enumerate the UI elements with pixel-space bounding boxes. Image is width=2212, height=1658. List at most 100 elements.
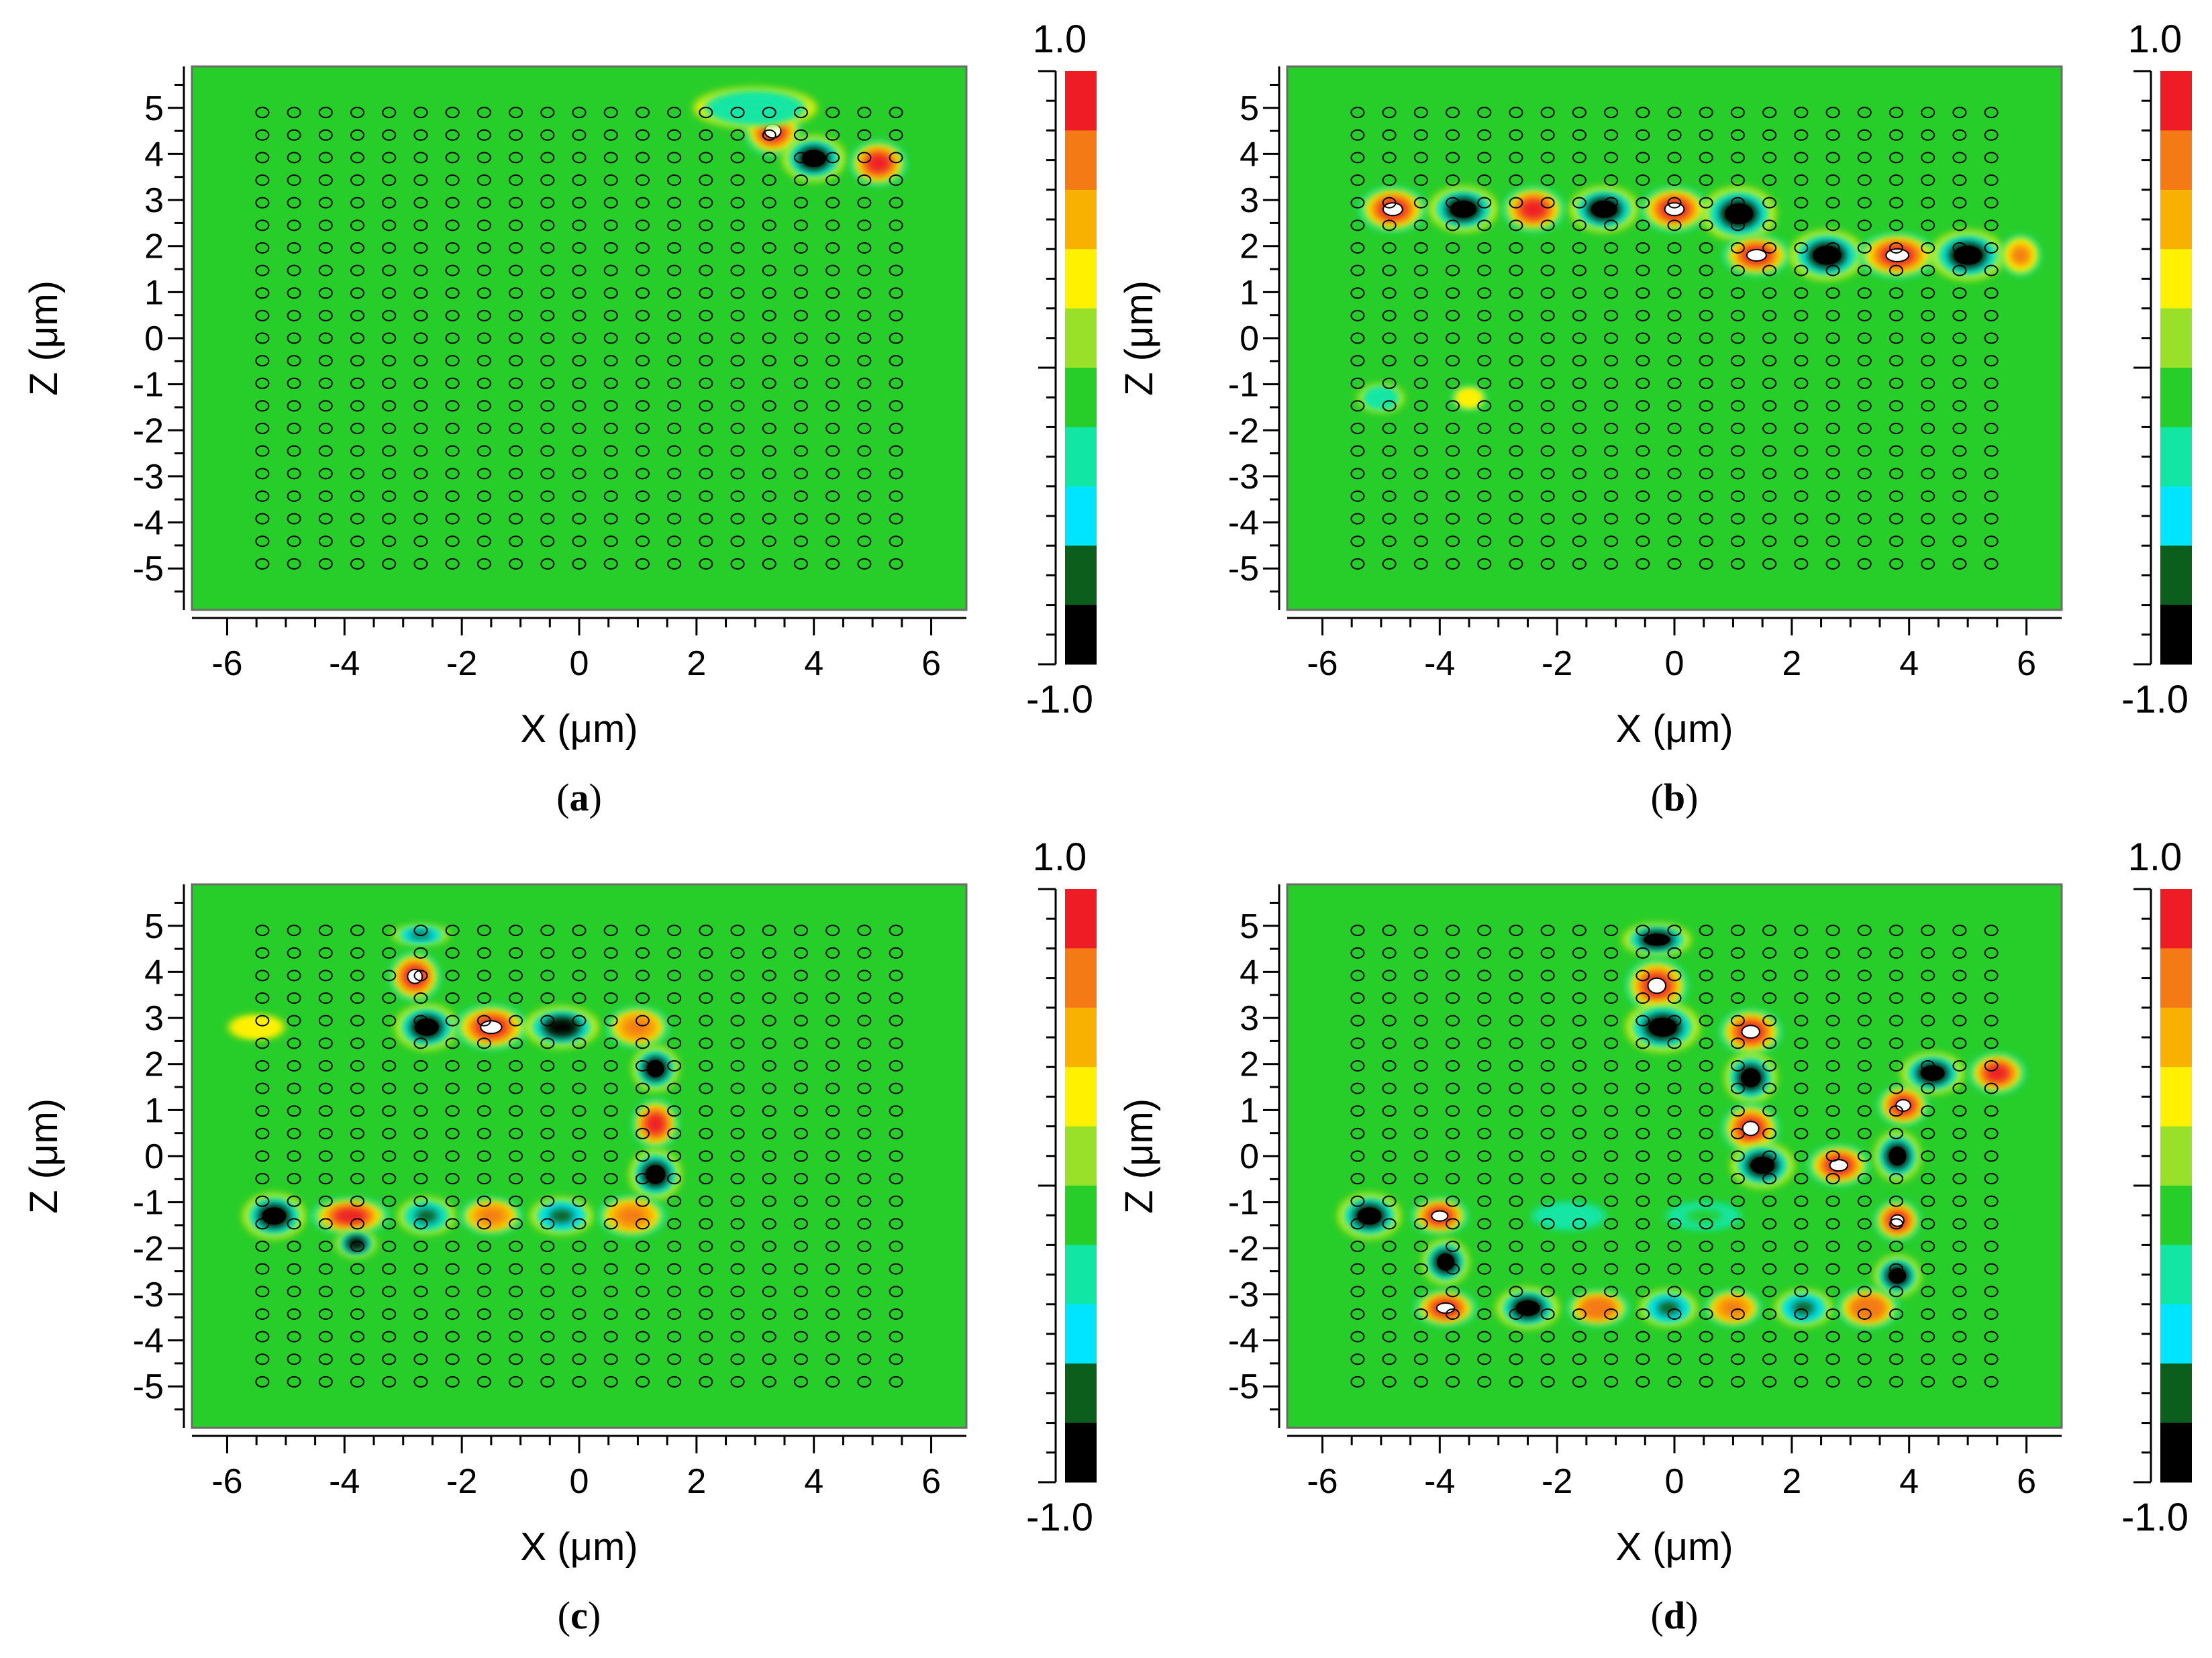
y-axis-title: Z (μm) [22, 1098, 66, 1214]
field-hotspot [1626, 1002, 1699, 1051]
x-tick-label: -4 [329, 644, 360, 683]
panel-caption: (c) [558, 1594, 601, 1637]
x-axis: -6 -4 -2 0 2 4 6 X (μm) [192, 1435, 966, 1569]
field-hotspot [1969, 1053, 2025, 1093]
x-tick-label: 6 [2017, 1462, 2036, 1501]
photonic-crystal-holes [1350, 107, 1999, 570]
y-tick-label: -2 [1228, 1229, 1259, 1268]
y-tick-label: 1 [144, 273, 164, 312]
field-hotspot [1878, 1086, 1929, 1125]
field-hotspot [1837, 1288, 1899, 1328]
x-tick-label: -6 [211, 1462, 242, 1501]
colorbar-segment [1065, 130, 1097, 191]
y-tick-label: 4 [144, 135, 164, 174]
colorbar-min-label: -1.0 [2121, 1496, 2189, 1539]
panel-a: -6 -4 -2 0 2 4 6 X (μm) 5 4 3 2 1 0 -1 -2 -3 -4 -5 Z (μm) 1.… [22, 17, 1097, 819]
colorbar-segment [2160, 308, 2192, 368]
y-tick-label: -5 [1228, 550, 1259, 588]
y-tick-label: -4 [1228, 1322, 1259, 1361]
y-tick-label: 2 [1240, 1045, 1259, 1084]
panel-caption: (d) [1651, 1594, 1699, 1637]
colorbar-segment [2160, 546, 2192, 606]
x-tick-label: -4 [1424, 1462, 1455, 1501]
y-tick-label: 1 [1240, 273, 1259, 312]
colorbar-min-label: -1.0 [2121, 678, 2189, 721]
x-tick-label: 0 [1665, 1462, 1685, 1501]
y-tick-label: -1 [133, 366, 164, 405]
colorbar-segment [2160, 71, 2192, 131]
plot-frame [1286, 65, 2063, 611]
panel-c: -6 -4 -2 0 2 4 6 X (μm) 5 4 3 2 1 0 -1 -2 -3 -4 -5 Z (μm) 1.… [22, 835, 1097, 1637]
field-hotspot [1623, 924, 1691, 955]
plot-frame [1286, 883, 2063, 1429]
x-tick-label: 4 [804, 1462, 823, 1501]
field-hotspot [1423, 1240, 1468, 1284]
y-tick-label: 0 [1240, 1137, 1259, 1176]
y-tick-label: 5 [144, 907, 164, 946]
field-hotspot [783, 136, 845, 180]
x-tick-label: -6 [1307, 644, 1338, 683]
x-tick-label: 2 [687, 644, 706, 683]
y-tick-label: 2 [144, 227, 164, 266]
x-tick-label: -2 [446, 644, 477, 683]
colorbar-segment [1065, 948, 1097, 1008]
field-hotspot [1359, 187, 1427, 231]
field-background [1287, 66, 2062, 610]
x-axis: -6 -4 -2 0 2 4 6 X (μm) [192, 617, 966, 751]
photonic-crystal-holes [255, 925, 903, 1388]
field-hotspot [228, 1016, 285, 1039]
field-hotspot [1723, 236, 1791, 275]
field-hotspot [1429, 187, 1497, 231]
y-tick-label: -5 [133, 1367, 164, 1406]
y-tick-label: -4 [133, 504, 164, 543]
y-tick-label: 3 [144, 999, 164, 1038]
colorbar-segment [2160, 1126, 2192, 1186]
colorbar-segment [1065, 1126, 1097, 1186]
x-tick-label: 2 [1782, 644, 1801, 683]
colorbar-segment [2160, 368, 2192, 427]
field-hotspot [454, 1005, 527, 1049]
x-axis-title: X (μm) [520, 1525, 638, 1569]
x-tick-label: 2 [1782, 1462, 1801, 1501]
photonic-crystal-holes [1350, 925, 1999, 1388]
panel-d: -6 -4 -2 0 2 4 6 X (μm) 5 4 3 2 1 0 -1 -2 -3 -4 -5 Z (μm) 1.… [1117, 835, 2192, 1637]
field-hotspot [1931, 231, 2005, 280]
x-tick-label: 0 [570, 644, 589, 683]
colorbar: 1.0 -1.0 [2121, 17, 2192, 721]
y-tick-label: -2 [133, 411, 164, 450]
y-tick-label: -3 [133, 1276, 164, 1314]
field-hotspot [1901, 1053, 1964, 1093]
y-tick-label: 0 [1240, 319, 1259, 358]
x-tick-label: -2 [1542, 644, 1572, 683]
colorbar-segment [2160, 1067, 2192, 1127]
x-tick-label: -4 [1424, 644, 1455, 683]
colorbar-segment [1065, 605, 1097, 665]
x-tick-label: 6 [921, 644, 941, 683]
colorbar-min-label: -1.0 [1026, 678, 1093, 721]
y-tick-label: -2 [133, 1229, 164, 1268]
colorbar-segment [1065, 189, 1097, 250]
y-tick-label: 1 [1240, 1091, 1259, 1130]
panel-caption: (b) [1651, 776, 1699, 819]
y-tick-label: 4 [1240, 953, 1259, 992]
y-tick-label: -4 [1228, 504, 1259, 543]
y-tick-label: 2 [144, 1045, 164, 1084]
field-hotspot [633, 1100, 678, 1148]
colorbar-segment [1065, 308, 1097, 368]
colorbar-segment [2160, 130, 2192, 191]
field-hotspot [1705, 1290, 1761, 1326]
colorbar-segment [2160, 1304, 2192, 1364]
y-tick-label: -5 [133, 550, 164, 588]
colorbar-segment [1065, 546, 1097, 606]
colorbar-segment [2160, 1422, 2192, 1483]
y-tick-label: -1 [1228, 1184, 1259, 1223]
y-tick-label: 3 [1240, 999, 1259, 1038]
y-tick-label: 5 [1240, 907, 1259, 946]
field-hotspot [1358, 384, 1404, 411]
field-hotspot [693, 88, 817, 128]
field-hotspot [1641, 187, 1708, 231]
panel-caption: (a) [556, 776, 602, 819]
field-hotspot [336, 1230, 376, 1257]
y-tick-label: 0 [144, 319, 164, 358]
field-hotspot [1791, 231, 1864, 280]
